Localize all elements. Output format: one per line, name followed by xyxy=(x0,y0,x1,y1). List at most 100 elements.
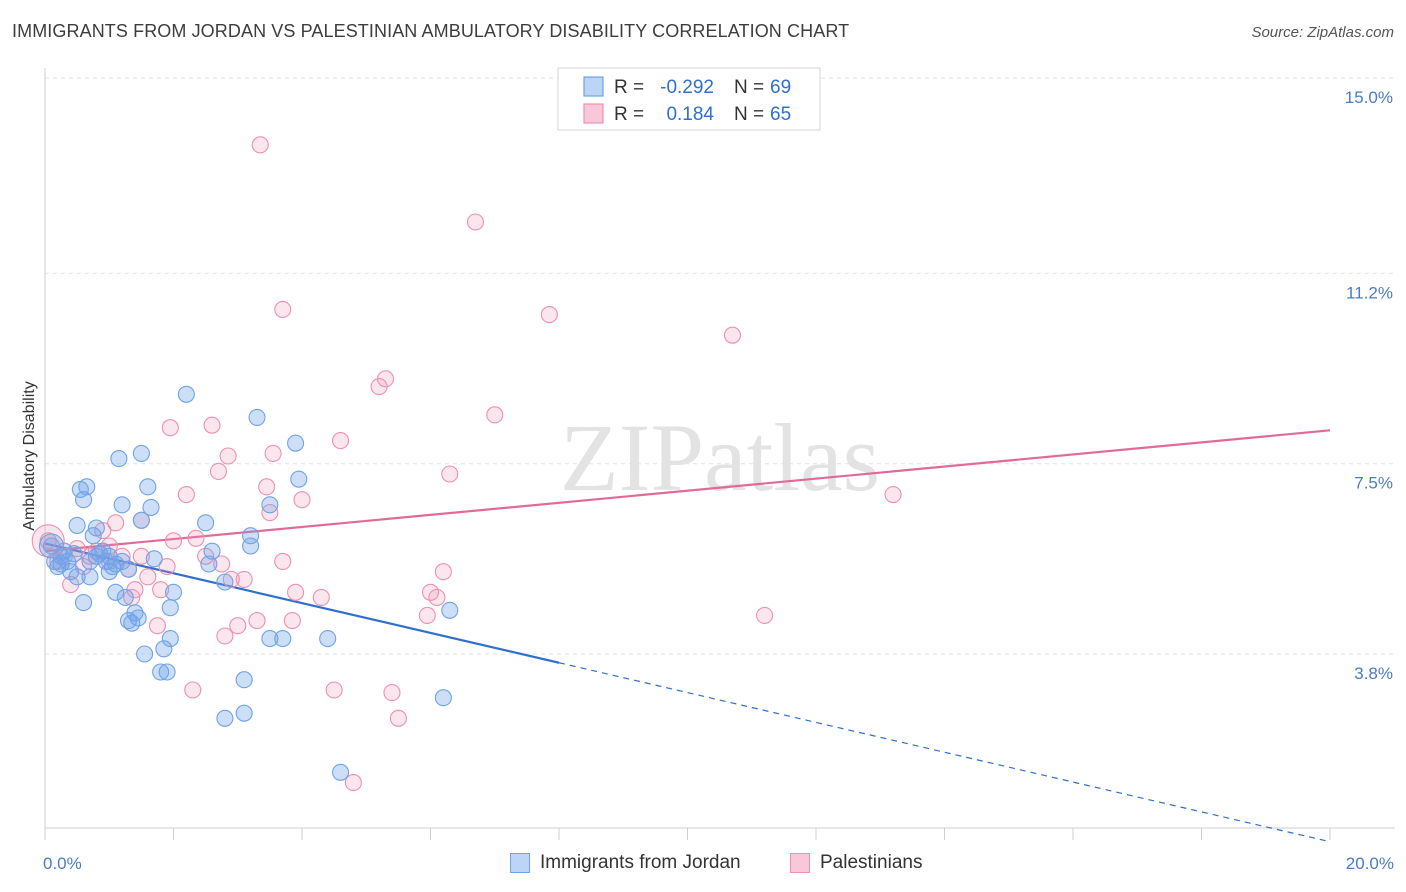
point-jordan-26 xyxy=(113,496,131,514)
point-jordan-53 xyxy=(242,537,260,555)
point-jordan-65 xyxy=(52,555,70,573)
point-palestinians-25 xyxy=(184,681,202,699)
point-jordan-54 xyxy=(242,527,260,545)
bottom-legend: Immigrants from Jordan Palestinians xyxy=(0,852,1406,878)
legend-n-value-1: 69 xyxy=(770,77,791,98)
point-jordan-37 xyxy=(142,498,160,516)
point-jordan-36 xyxy=(139,478,157,496)
point-palestinians-22 xyxy=(161,419,179,437)
point-palestinians-28 xyxy=(203,416,221,434)
point-palestinians-18 xyxy=(139,568,157,586)
point-palestinians-32 xyxy=(219,447,237,465)
point-jordan-56 xyxy=(261,496,279,514)
point-jordan-24 xyxy=(107,583,125,601)
point-jordan-67 xyxy=(119,612,138,630)
point-palestinians-53 xyxy=(389,709,407,727)
point-palestinians-51 xyxy=(376,370,395,388)
data-points xyxy=(31,136,902,792)
point-jordan-40 xyxy=(155,640,173,658)
point-jordan-8 xyxy=(68,516,86,534)
point-jordan-47 xyxy=(200,555,218,573)
point-jordan-68 xyxy=(107,555,125,573)
legend-item-palestinians: Palestinians xyxy=(790,852,922,874)
y-tick-label-0: 3.8% xyxy=(1354,664,1393,683)
point-jordan-58 xyxy=(274,630,292,648)
point-palestinians-4 xyxy=(68,540,86,558)
point-palestinians-48 xyxy=(331,432,350,450)
legend-label-jordan: Immigrants from Jordan xyxy=(540,852,741,873)
point-jordan-11 xyxy=(75,491,93,509)
point-jordan-35 xyxy=(136,645,154,663)
x-tick-label-1: 20.0% xyxy=(1346,854,1394,873)
point-palestinians-26 xyxy=(187,529,205,547)
point-jordan-29 xyxy=(119,560,138,578)
legend-item-jordan: Immigrants from Jordan xyxy=(510,852,741,874)
point-jordan-50 xyxy=(216,709,234,727)
legend-n-value-2: 65 xyxy=(770,104,791,125)
point-palestinians-11 xyxy=(107,514,125,532)
legend-r-label-2: R = xyxy=(614,104,644,125)
chart-title: IMMIGRANTS FROM JORDAN VS PALESTINIAN AM… xyxy=(12,21,850,41)
point-palestinians-34 xyxy=(229,617,247,635)
legend-n-label-1: N = xyxy=(734,77,764,98)
point-jordan-43 xyxy=(161,630,179,648)
legend-r-label-1: R = xyxy=(614,77,644,98)
point-jordan-7 xyxy=(65,545,83,563)
point-jordan-25 xyxy=(110,450,128,468)
point-jordan-66 xyxy=(81,568,99,586)
point-palestinians-59 xyxy=(466,213,485,231)
point-jordan-61 xyxy=(319,630,337,648)
point-palestinians-64 xyxy=(884,486,902,504)
point-jordan-41 xyxy=(158,663,176,681)
point-jordan-42 xyxy=(161,599,179,617)
trendline-jordan-dashed xyxy=(558,662,1331,843)
point-palestinians-47 xyxy=(325,681,343,699)
point-jordan-33 xyxy=(132,511,150,529)
point-palestinians-19 xyxy=(148,617,166,635)
legend-box: R = -0.292 N = 69 R = 0.184 N = 65 xyxy=(557,67,821,131)
point-jordan-62 xyxy=(331,763,350,781)
point-jordan-52 xyxy=(235,704,253,722)
legend-r-value-2: 0.184 xyxy=(666,104,714,125)
point-jordan-57 xyxy=(261,630,279,648)
legend-n-label-2: N = xyxy=(734,104,764,125)
point-jordan-59 xyxy=(287,434,305,452)
point-palestinians-23 xyxy=(164,532,183,550)
point-palestinians-43 xyxy=(283,612,301,630)
y-axis-label: Ambulatory Disability xyxy=(21,381,38,530)
point-palestinians-37 xyxy=(251,136,269,154)
point-jordan-12 xyxy=(75,594,93,612)
point-jordan-cluster xyxy=(38,533,64,559)
x-tick-label-0: 0.0% xyxy=(43,854,82,873)
point-palestinians-63 xyxy=(756,606,774,624)
point-palestinians-58 xyxy=(441,465,459,483)
legend-swatch-icon-jordan xyxy=(510,853,530,873)
point-palestinians-45 xyxy=(293,491,311,509)
point-palestinians-57 xyxy=(434,563,452,581)
gridlines xyxy=(45,77,1395,655)
point-palestinians-38 xyxy=(258,478,276,496)
y-tick-label-3: 15.0% xyxy=(1345,88,1393,107)
point-jordan-38 xyxy=(145,550,163,568)
point-palestinians-60 xyxy=(486,406,504,424)
point-palestinians-31 xyxy=(216,627,234,645)
point-jordan-44 xyxy=(164,583,183,601)
point-jordan-51 xyxy=(235,671,253,689)
legend-swatch-palestinians xyxy=(583,103,604,124)
point-palestinians-52 xyxy=(383,684,401,702)
trendline-palestinians xyxy=(44,429,1331,553)
point-jordan-48 xyxy=(203,542,221,560)
axes xyxy=(44,68,1395,840)
point-palestinians-24 xyxy=(177,486,195,504)
point-palestinians-56 xyxy=(428,588,446,606)
legend-r-value-1: -0.292 xyxy=(660,77,714,98)
y-tick-label-1: 7.5% xyxy=(1354,474,1393,493)
legend-swatch-icon-palestinians xyxy=(790,853,810,873)
point-jordan-49 xyxy=(216,573,234,591)
point-palestinians-20 xyxy=(152,581,170,599)
legend-swatch-jordan xyxy=(583,76,604,97)
point-jordan-63 xyxy=(434,689,452,707)
point-jordan-9 xyxy=(68,568,86,586)
trendlines xyxy=(44,429,1331,843)
